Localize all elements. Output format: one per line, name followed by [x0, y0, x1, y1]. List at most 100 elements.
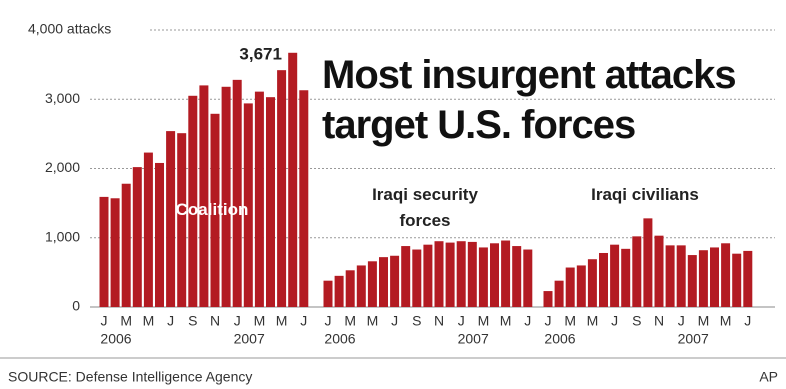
bar	[501, 240, 511, 307]
x-tick-label: J	[545, 313, 552, 329]
bar	[456, 241, 466, 307]
bar	[576, 265, 586, 307]
x-tick-label: N	[210, 313, 220, 329]
bar	[99, 196, 109, 307]
bar	[554, 280, 564, 307]
bar	[676, 245, 686, 307]
bar	[543, 291, 553, 307]
bar	[367, 261, 377, 307]
bar	[490, 243, 499, 307]
x-tick-label: M	[120, 313, 132, 329]
bar	[323, 280, 333, 307]
bar	[210, 113, 220, 307]
x-tick-label: M	[587, 313, 599, 329]
bar	[132, 167, 142, 307]
bar	[721, 243, 731, 307]
x-tick-label: J	[234, 313, 241, 329]
bar	[698, 250, 708, 307]
y-tick-label: 2,000	[45, 159, 80, 175]
bar	[188, 95, 198, 307]
bar	[401, 246, 411, 307]
x-tick-label: N	[654, 313, 664, 329]
bar	[232, 79, 242, 307]
x-tick-label: S	[188, 313, 197, 329]
x-tick-label: J	[524, 313, 531, 329]
bar	[221, 86, 231, 307]
x-tick-label: J	[458, 313, 465, 329]
bar	[710, 247, 719, 307]
x-tick-label: M	[478, 313, 490, 329]
bar	[199, 85, 209, 308]
bar	[587, 259, 597, 307]
x-tick-label: S	[632, 313, 641, 329]
year-label: 2007	[234, 331, 265, 347]
bar	[599, 252, 608, 307]
x-tick-label: M	[367, 313, 379, 329]
series-label: Iraqi security forces	[372, 185, 478, 230]
bar	[155, 162, 164, 307]
bar	[356, 265, 366, 307]
x-tick-label: M	[254, 313, 266, 329]
bar	[243, 103, 253, 307]
year-label: 2007	[678, 331, 709, 347]
y-tick-label: 4,000 attacks	[28, 21, 111, 37]
bar	[166, 131, 176, 307]
x-tick-label: J	[300, 313, 307, 329]
bar	[288, 52, 298, 307]
year-label: 2007	[458, 331, 489, 347]
bar	[621, 248, 631, 307]
bar	[345, 270, 355, 307]
x-tick-label: S	[412, 313, 421, 329]
y-tick-label: 1,000	[45, 228, 80, 244]
x-tick-label: J	[678, 313, 685, 329]
bar	[379, 257, 388, 307]
x-tick-label: M	[344, 313, 356, 329]
bar	[177, 133, 187, 307]
bar	[412, 249, 422, 307]
bar	[254, 91, 264, 307]
bar	[665, 245, 675, 307]
bar	[687, 255, 697, 307]
bar	[299, 90, 309, 307]
x-tick-label: M	[276, 313, 288, 329]
bar	[390, 255, 400, 307]
bar	[121, 183, 131, 307]
bar	[565, 267, 575, 307]
bar	[523, 249, 533, 307]
bar	[512, 246, 522, 307]
value-label: 3,671	[239, 44, 282, 63]
x-tick-label: M	[500, 313, 512, 329]
bar	[632, 236, 642, 307]
x-tick-label: N	[434, 313, 444, 329]
series-label: Iraqi civilians	[591, 185, 699, 204]
x-tick-label: M	[720, 313, 732, 329]
bar	[110, 198, 120, 307]
bar	[732, 253, 742, 307]
bar	[445, 242, 455, 307]
bar	[467, 241, 477, 307]
bar	[143, 152, 153, 307]
x-tick-label: J	[391, 313, 398, 329]
x-tick-label: M	[143, 313, 155, 329]
series-label: Coalition	[175, 200, 249, 219]
bar	[334, 275, 344, 307]
x-tick-label: J	[611, 313, 618, 329]
bar	[266, 97, 275, 307]
bar	[743, 250, 753, 307]
bar	[610, 244, 620, 307]
y-tick-label: 3,000	[45, 90, 80, 106]
credit: AP	[759, 369, 778, 385]
bar	[654, 235, 664, 307]
x-tick-label: M	[698, 313, 710, 329]
chart-title: Most insurgent attacks target U.S. force…	[322, 53, 737, 147]
source: SOURCE: Defense Intelligence Agency	[8, 369, 252, 385]
x-tick-label: J	[325, 313, 332, 329]
y-tick-label: 0	[72, 298, 80, 314]
year-label: 2006	[544, 331, 575, 347]
bar	[423, 244, 433, 307]
bar	[434, 241, 444, 307]
bar	[643, 218, 653, 307]
bar	[478, 247, 488, 307]
